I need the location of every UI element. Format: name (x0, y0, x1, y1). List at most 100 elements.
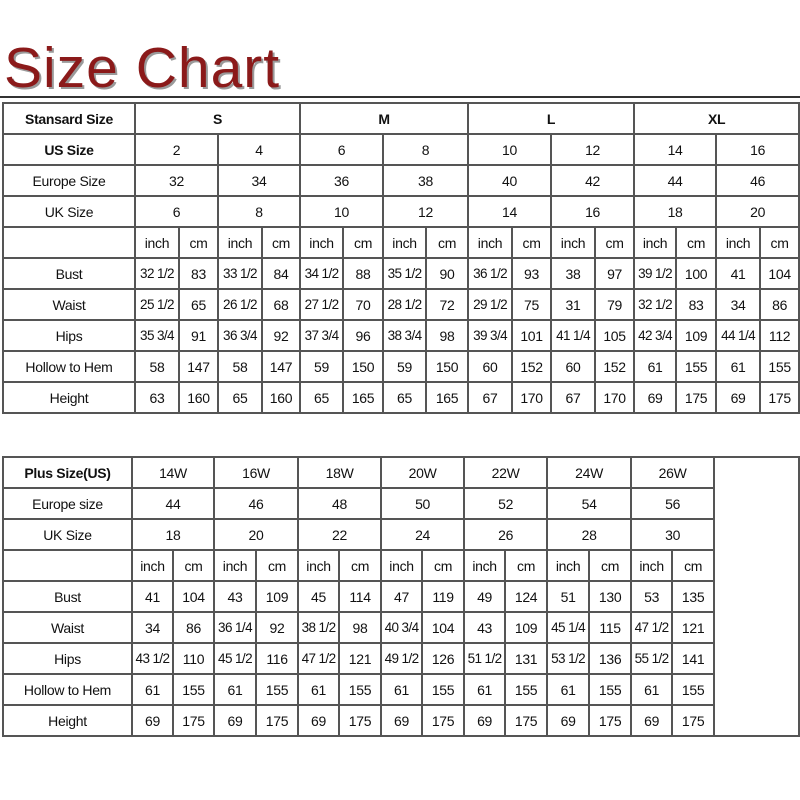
plus-size-header: 22W (463, 456, 549, 489)
measurement-cell: 45 (297, 580, 341, 613)
size-cell: 52 (463, 487, 549, 520)
unit-header: cm (504, 549, 549, 582)
measurement-cell: 69 (297, 704, 341, 737)
measurement-cell: 83 (178, 257, 219, 290)
measurement-cell: 61 (463, 673, 507, 706)
measurement-cell: 175 (171, 704, 216, 737)
table-row: Hips 43 1/2 110 45 1/2 116 47 1/2 121 49 1/2 126… (2, 642, 799, 675)
table-row: Europe Size 32 34 36 38 40 42 44 46 (2, 164, 800, 197)
measurement-cell: 61 (715, 350, 762, 383)
measurement-cell: 175 (675, 381, 718, 414)
plus-size-header: 20W (380, 456, 466, 489)
measurement-cell: 155 (675, 350, 718, 383)
measurement-cell: 60 (550, 350, 597, 383)
row-label: Height (2, 381, 136, 414)
unit-header: inch (550, 226, 597, 259)
table-row: Waist 34 86 36 1/4 92 38 1/2 98 40 3/4 104 43 109 4… (2, 611, 799, 644)
measurement-cell: 88 (342, 257, 385, 290)
measurement-cell: 68 (260, 288, 302, 321)
measurement-cell: 135 (671, 580, 716, 613)
measurement-cell: 70 (342, 288, 385, 321)
table-header-row: Plus Size(US) 14W 16W 18W 20W 22W 24W 26W (2, 456, 800, 737)
measurement-cell: 109 (504, 611, 549, 644)
measurement-cell: 100 (675, 257, 718, 290)
unit-header: inch (213, 549, 258, 582)
measurement-cell: 69 (715, 381, 762, 414)
size-cell: 2 (134, 133, 219, 166)
measurement-cell: 69 (630, 704, 674, 737)
size-cell: 46 (213, 487, 300, 520)
table-row: UK Size 6 8 10 12 14 16 18 20 (2, 195, 800, 228)
measurement-cell: 67 (550, 381, 597, 414)
plus-size-header: 16W (213, 456, 300, 489)
unit-header: inch (131, 549, 174, 582)
size-cell: 20 (213, 518, 300, 551)
size-cell: 56 (630, 487, 716, 520)
size-group-header: L (467, 102, 636, 135)
unit-header: cm (255, 549, 300, 582)
unit-header: cm (511, 226, 553, 259)
measurement-cell: 93 (511, 257, 553, 290)
measurement-cell: 69 (213, 704, 258, 737)
unit-header: cm (342, 226, 385, 259)
measurement-cell: 92 (260, 319, 302, 352)
measurement-cell: 44 1/4 (715, 319, 762, 352)
size-cell: 8 (382, 133, 470, 166)
measurement-cell: 49 (463, 580, 507, 613)
measurement-cell: 126 (421, 642, 466, 675)
measurement-cell: 31 (550, 288, 597, 321)
size-group-header: XL (633, 102, 800, 135)
plus-size-header: 26W (630, 456, 716, 489)
measurement-cell: 41 1/4 (550, 319, 597, 352)
row-label: Hips (2, 642, 133, 675)
measurement-cell: 39 3/4 (467, 319, 514, 352)
measurement-cell: 165 (425, 381, 470, 414)
measurement-cell: 150 (425, 350, 470, 383)
measurement-cell: 101 (511, 319, 553, 352)
standard-size-table: Stansard Size S M L XL US Size 2 4 6 8 10 12 14 16 Eur… (2, 102, 800, 414)
table-row: Europe size 44 46 48 50 52 54 56 (2, 487, 799, 520)
plus-size-header: 14W (130, 456, 216, 489)
measurement-cell: 97 (594, 257, 636, 290)
table-row: UK Size 18 20 22 24 26 28 30 (2, 518, 799, 551)
measurement-cell: 63 (134, 381, 180, 414)
measurement-cell: 41 (715, 257, 762, 290)
table-row: Height 69 175 69 175 69 175 69 175 69 175 69 175 69 17… (2, 704, 799, 737)
size-cell: 42 (550, 164, 636, 197)
size-cell: 8 (216, 195, 302, 228)
measurement-cell: 75 (511, 288, 553, 321)
size-cell: 6 (134, 195, 219, 228)
size-cell: 4 (216, 133, 302, 166)
measurement-cell: 38 1/2 (297, 611, 341, 644)
measurement-cell: 175 (759, 381, 800, 414)
table-row: Hollow to Hem 58 147 58 147 59 150 59 150 60 152 60… (2, 350, 800, 383)
row-label: US Size (2, 133, 136, 166)
size-cell: 44 (633, 164, 718, 197)
table-row: Bust 41 104 43 109 45 114 47 119 49 124 51 130 53 135 (2, 580, 799, 613)
size-cell: 38 (382, 164, 470, 197)
measurement-cell: 96 (342, 319, 385, 352)
size-cell: 28 (546, 518, 633, 551)
size-cell: 40 (467, 164, 553, 197)
size-cell: 16 (715, 133, 800, 166)
measurement-cell: 98 (338, 611, 383, 644)
measurement-cell: 33 1/2 (217, 257, 263, 290)
measurement-cell: 152 (594, 350, 636, 383)
unit-header: inch (134, 226, 180, 259)
row-label: UK Size (2, 518, 133, 551)
row-label (2, 549, 133, 582)
size-cell: 12 (550, 133, 636, 166)
unit-header: inch (715, 226, 762, 259)
measurement-cell: 110 (171, 642, 216, 675)
measurement-cell: 90 (425, 257, 470, 290)
measurement-cell: 69 (463, 704, 507, 737)
size-cell: 36 (299, 164, 385, 197)
size-cell: 16 (550, 195, 636, 228)
measurement-cell: 58 (217, 350, 263, 383)
size-cell: 22 (297, 518, 383, 551)
measurement-cell: 32 1/2 (633, 288, 678, 321)
row-label: Waist (2, 611, 133, 644)
measurement-cell: 175 (504, 704, 549, 737)
size-cell: 14 (633, 133, 718, 166)
table-row: Hollow to Hem 61 155 61 155 61 155 61 155 61 155 61… (2, 673, 799, 706)
